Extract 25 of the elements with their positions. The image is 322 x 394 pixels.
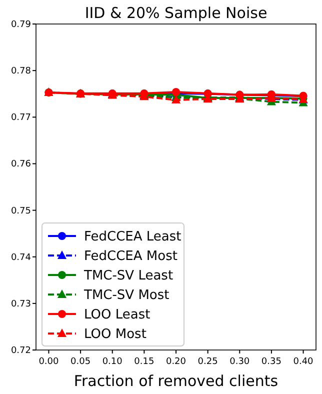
x-axis-title: Fraction of removed clients (74, 372, 278, 390)
legend-label: TMC-SV Most (83, 288, 170, 303)
y-tick-label: 0.76 (10, 160, 32, 170)
legend-label: FedCCEA Most (84, 249, 178, 264)
legend-label: FedCCEA Least (84, 230, 182, 244)
legend-label: TMC-SV Least (83, 268, 174, 284)
y-tick-label: 0.77 (10, 113, 31, 124)
legend-label: LOO Most (84, 327, 146, 342)
x-tick-label: 0.25 (198, 357, 218, 367)
x-tick-label: 0.15 (134, 357, 154, 367)
y-tick-label: 0.79 (10, 20, 32, 30)
x-tick-label: 0.05 (70, 357, 91, 367)
y-tick-label: 0.73 (10, 299, 31, 310)
chart-title: IID & 20% Sample Noise (84, 4, 268, 22)
x-tick-label: 0.20 (166, 357, 186, 367)
y-tick-label: 0.74 (10, 252, 32, 263)
x-tick-label: 0.30 (230, 357, 250, 367)
legend-label: LOO Least (84, 308, 150, 322)
y-tick-label: 0.75 (10, 206, 31, 216)
y-tick-label: 0.72 (10, 346, 31, 356)
x-tick-label: 0.00 (38, 357, 60, 367)
x-tick-label: 0.35 (261, 357, 282, 367)
x-tick-label: 0.10 (102, 357, 123, 367)
x-tick-label: 0.40 (293, 357, 314, 367)
y-tick-label: 0.78 (10, 66, 32, 77)
